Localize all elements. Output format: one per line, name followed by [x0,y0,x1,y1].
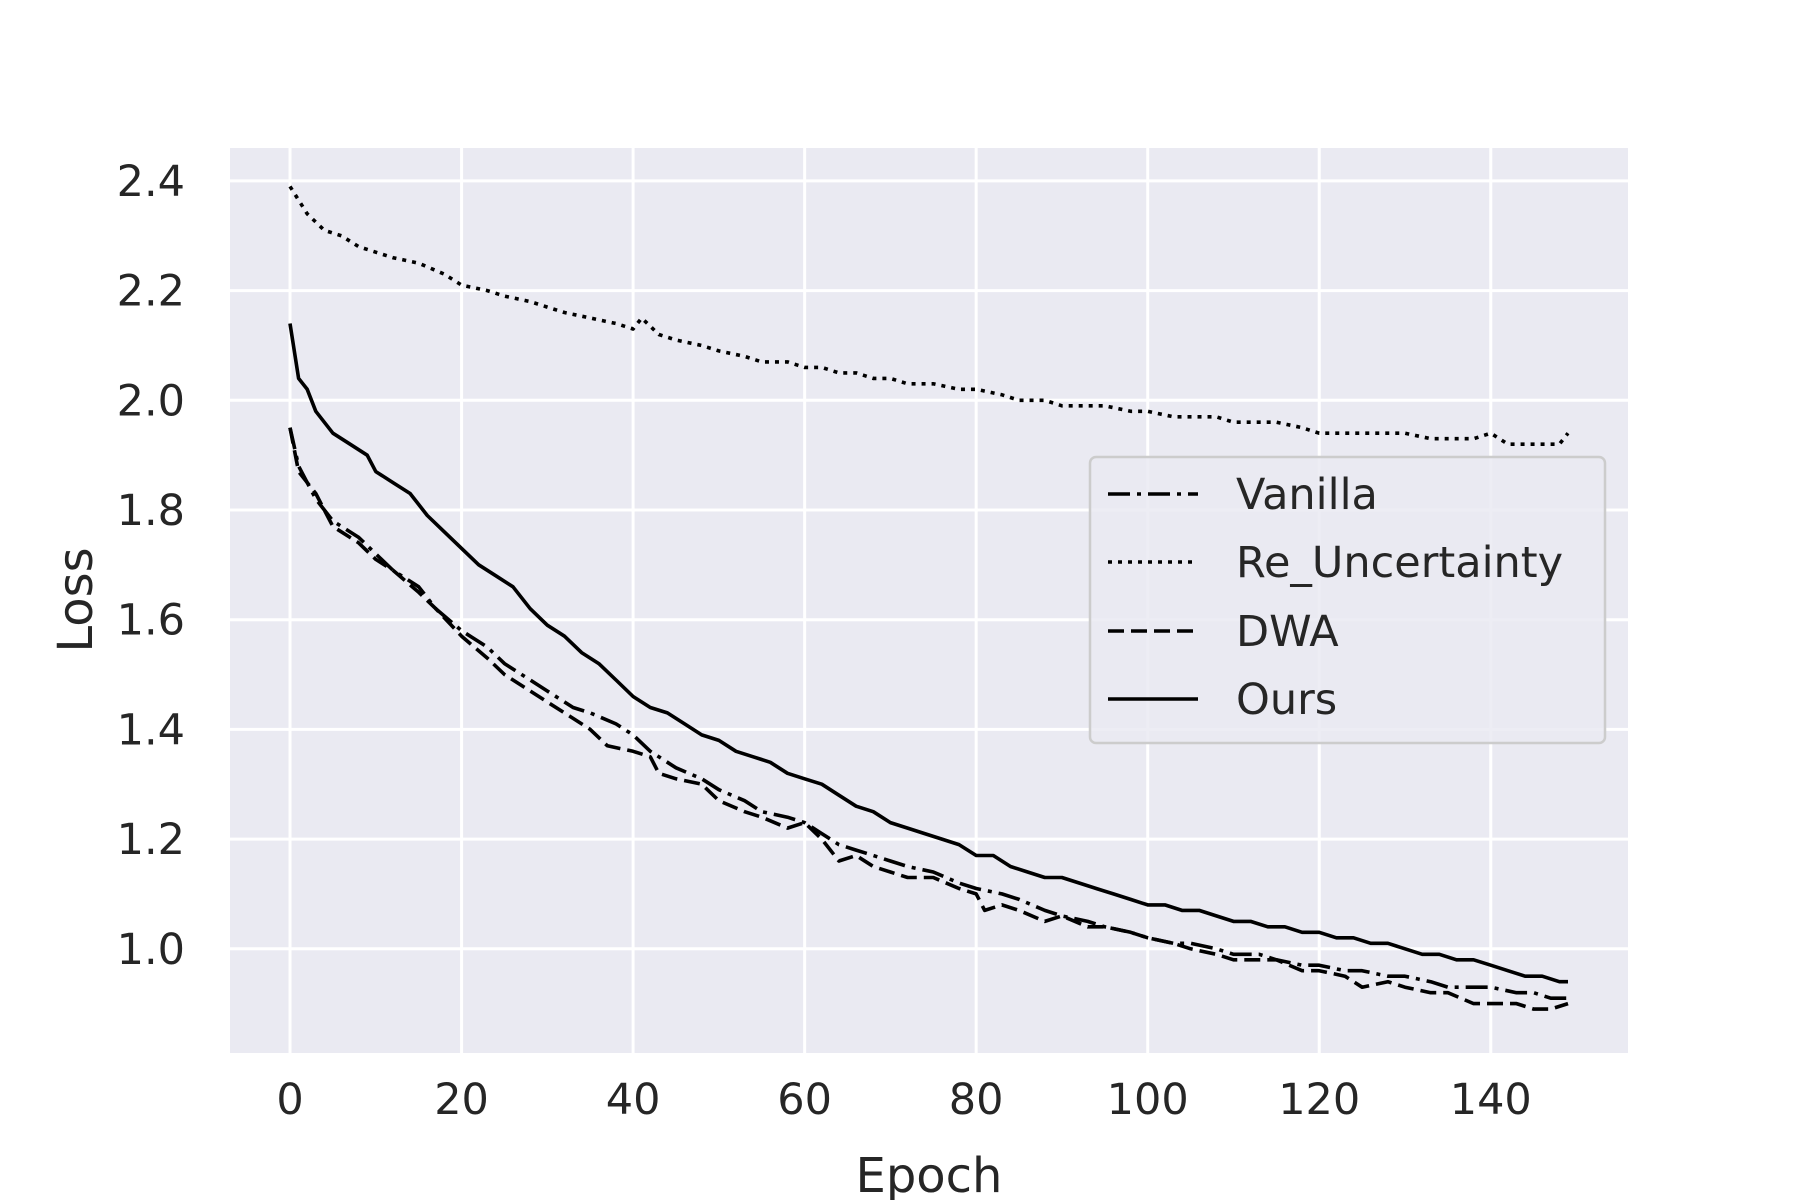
x-tick-label: 60 [777,1075,832,1125]
x-tick-label: 100 [1107,1075,1189,1125]
y-axis-ticks: 1.0 1.2 1.4 1.6 1.8 2.0 2.2 2.4 [117,157,185,975]
legend-label-re-uncertainty: Re_Uncertainty [1236,538,1563,588]
x-tick-label: 0 [276,1075,303,1125]
y-tick-label: 1.8 [117,486,185,536]
y-axis-label: Loss [48,547,104,652]
x-axis-label: Epoch [856,1148,1003,1200]
series-line-ours [288,323,1568,984]
x-tick-label: 20 [434,1075,489,1125]
y-tick-label: 2.4 [117,157,185,207]
x-tick-label: 140 [1450,1075,1532,1125]
x-tick-label: 120 [1278,1075,1360,1125]
legend-label-vanilla: Vanilla [1236,470,1378,520]
series-line-dwa [288,427,1569,1011]
y-tick-label: 1.2 [117,815,185,865]
y-tick-label: 2.0 [117,376,185,426]
y-tick-label: 1.6 [117,596,185,646]
y-tick-label: 1.0 [117,925,185,975]
series-line-vanilla [288,427,1568,1000]
series-lines [288,185,1570,1011]
x-tick-label: 80 [949,1075,1004,1125]
legend-box [1088,455,1607,745]
y-tick-label: 2.2 [117,267,185,317]
x-tick-label: 40 [606,1075,661,1125]
legend: Vanilla Re_Uncertainty DWA Ours [1088,455,1607,745]
x-axis-ticks: 0 20 40 60 80 100 120 140 [276,1075,1531,1125]
series-line-re-uncertainty [288,185,1570,446]
legend-label-dwa: DWA [1236,607,1339,657]
y-tick-label: 1.4 [117,705,185,755]
legend-label-ours: Ours [1236,675,1337,725]
